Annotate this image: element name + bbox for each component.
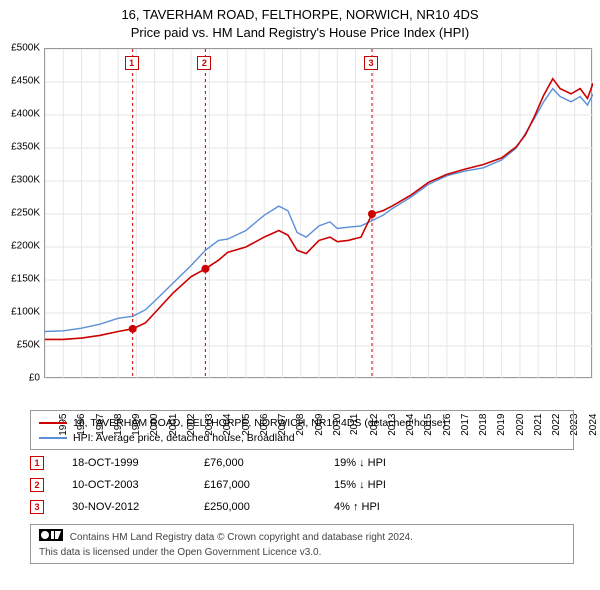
chart-plot-area bbox=[44, 48, 592, 378]
title-block: 16, TAVERHAM ROAD, FELTHORPE, NORWICH, N… bbox=[0, 0, 600, 43]
sale-marker-2: 2 bbox=[197, 56, 211, 70]
y-tick-label: £500K bbox=[11, 43, 40, 54]
y-tick-label: £450K bbox=[11, 76, 40, 87]
sale-marker-1: 1 bbox=[125, 56, 139, 70]
footer-attribution: Contains HM Land Registry data © Crown c… bbox=[30, 524, 574, 564]
transaction-date: 10-OCT-2003 bbox=[44, 479, 204, 491]
transaction-pct: 19% ↓ HPI bbox=[334, 457, 454, 469]
y-tick-label: £300K bbox=[11, 175, 40, 186]
transactions-table: 118-OCT-1999£76,00019% ↓ HPI210-OCT-2003… bbox=[30, 452, 574, 518]
y-tick-label: £150K bbox=[11, 274, 40, 285]
legend-swatch bbox=[39, 422, 67, 424]
chart-svg bbox=[45, 49, 593, 379]
y-tick-label: £50K bbox=[17, 340, 40, 351]
y-tick-label: £400K bbox=[11, 109, 40, 120]
legend-row: HPI: Average price, detached house, Broa… bbox=[39, 430, 565, 445]
y-tick-label: £0 bbox=[29, 373, 40, 384]
transaction-row: 330-NOV-2012£250,0004% ↑ HPI bbox=[30, 496, 574, 518]
transaction-row: 210-OCT-2003£167,00015% ↓ HPI bbox=[30, 474, 574, 496]
footer-line1: Contains HM Land Registry data © Crown c… bbox=[70, 532, 413, 543]
transaction-marker: 2 bbox=[30, 478, 44, 492]
sale-marker-3: 3 bbox=[364, 56, 378, 70]
ogl-icon bbox=[39, 529, 63, 546]
transaction-pct: 4% ↑ HPI bbox=[334, 501, 454, 513]
x-tick-label: 2024 bbox=[587, 414, 598, 436]
transaction-pct: 15% ↓ HPI bbox=[334, 479, 454, 491]
title-subtitle: Price paid vs. HM Land Registry's House … bbox=[0, 24, 600, 42]
legend-label: HPI: Average price, detached house, Broa… bbox=[73, 432, 295, 444]
y-tick-label: £200K bbox=[11, 241, 40, 252]
transaction-date: 18-OCT-1999 bbox=[44, 457, 204, 469]
transaction-price: £76,000 bbox=[204, 457, 334, 469]
y-tick-label: £100K bbox=[11, 307, 40, 318]
transaction-price: £167,000 bbox=[204, 479, 334, 491]
y-tick-label: £350K bbox=[11, 142, 40, 153]
legend-row: 16, TAVERHAM ROAD, FELTHORPE, NORWICH, N… bbox=[39, 415, 565, 430]
transaction-marker: 1 bbox=[30, 456, 44, 470]
y-tick-label: £250K bbox=[11, 208, 40, 219]
transaction-price: £250,000 bbox=[204, 501, 334, 513]
footer-line2: This data is licensed under the Open Gov… bbox=[39, 547, 321, 558]
legend-swatch bbox=[39, 437, 67, 439]
legend: 16, TAVERHAM ROAD, FELTHORPE, NORWICH, N… bbox=[30, 410, 574, 450]
title-address: 16, TAVERHAM ROAD, FELTHORPE, NORWICH, N… bbox=[0, 6, 600, 24]
transaction-marker: 3 bbox=[30, 500, 44, 514]
transaction-row: 118-OCT-1999£76,00019% ↓ HPI bbox=[30, 452, 574, 474]
chart-container: 16, TAVERHAM ROAD, FELTHORPE, NORWICH, N… bbox=[0, 0, 600, 590]
transaction-date: 30-NOV-2012 bbox=[44, 501, 204, 513]
legend-label: 16, TAVERHAM ROAD, FELTHORPE, NORWICH, N… bbox=[73, 417, 446, 429]
